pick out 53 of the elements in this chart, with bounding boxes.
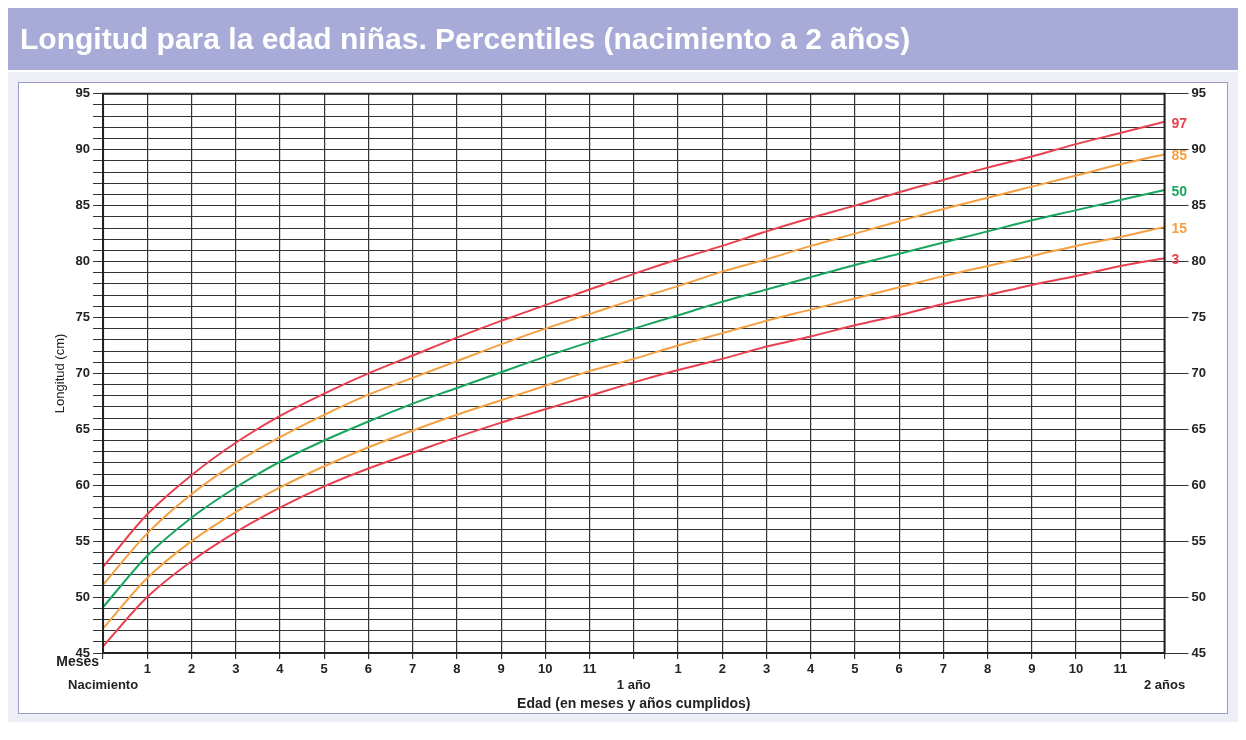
x-tick-label: 10 (538, 661, 553, 677)
series-label: 50 (1171, 182, 1188, 199)
y-tick-label: 65 (75, 420, 91, 436)
x-tick-label: 11 (582, 661, 597, 677)
y2-tick-label: 80 (1191, 253, 1207, 269)
x-tick-label: 5 (320, 661, 328, 677)
y-tick-label: 75 (75, 309, 91, 325)
x-tick-label: 9 (497, 661, 505, 677)
y-tick-label: 50 (75, 588, 91, 604)
x-tick-label: 4 (276, 661, 285, 677)
y2-tick-label: 90 (1191, 141, 1207, 157)
y-tick-label: 90 (75, 141, 91, 157)
x-tick-label: 1 año (616, 676, 651, 692)
series-label: 97 (1171, 114, 1188, 131)
x-tick-label: 8 (453, 661, 461, 677)
x-tick-label: 8 (984, 661, 992, 677)
y-tick-label: 85 (75, 197, 91, 213)
x-tick-label: 7 (409, 661, 417, 677)
y2-tick-label: 50 (1191, 588, 1207, 604)
x-tick-label: 11 (1113, 661, 1128, 677)
y-tick-label: 95 (75, 85, 91, 101)
x-tick-label: 1 (143, 661, 151, 677)
y2-tick-label: 45 (1191, 644, 1207, 660)
y2-tick-label: 85 (1191, 197, 1207, 213)
x-tick-label: 2 años (1143, 676, 1186, 692)
y2-tick-label: 65 (1191, 420, 1207, 436)
y-tick-label: 70 (75, 364, 91, 380)
x-tick-label: 10 (1068, 661, 1084, 677)
x-tick-label: Nacimiento (68, 676, 139, 692)
x-tick-label: 6 (364, 661, 373, 677)
series-label: 15 (1171, 219, 1188, 236)
y2-tick-label: 95 (1191, 85, 1207, 101)
y-tick-label: 60 (75, 476, 91, 492)
y-tick-label: 55 (75, 532, 91, 548)
x-tick-label: 2 (187, 661, 196, 677)
x-tick-label: 9 (1028, 661, 1036, 677)
x-tick-label: 5 (851, 661, 859, 677)
y2-tick-label: 60 (1191, 476, 1207, 492)
chart-title: Longitud para la edad niñas. Percentiles (nacimiento a 2 años) (8, 8, 1238, 72)
y2-tick-label: 75 (1191, 309, 1207, 325)
x-tick-label: 7 (939, 661, 948, 677)
series-label: 85 (1171, 147, 1188, 164)
x-tick-label: 4 (807, 661, 816, 677)
x-tick-label: 3 (232, 661, 240, 677)
y2-tick-label: 70 (1191, 364, 1207, 380)
x-tick-label: 3 (762, 661, 771, 677)
x-tick-label: 6 (895, 661, 903, 677)
y-tick-label: 80 (75, 253, 91, 269)
y2-tick-label: 55 (1191, 532, 1207, 548)
x-tick-label: 1 (674, 661, 682, 677)
y-axis-title: Longitud (cm) (52, 333, 68, 414)
x-axis-title: Edad (en meses y años cumplidos) (517, 695, 751, 712)
x-tick-label: 2 (718, 661, 726, 677)
